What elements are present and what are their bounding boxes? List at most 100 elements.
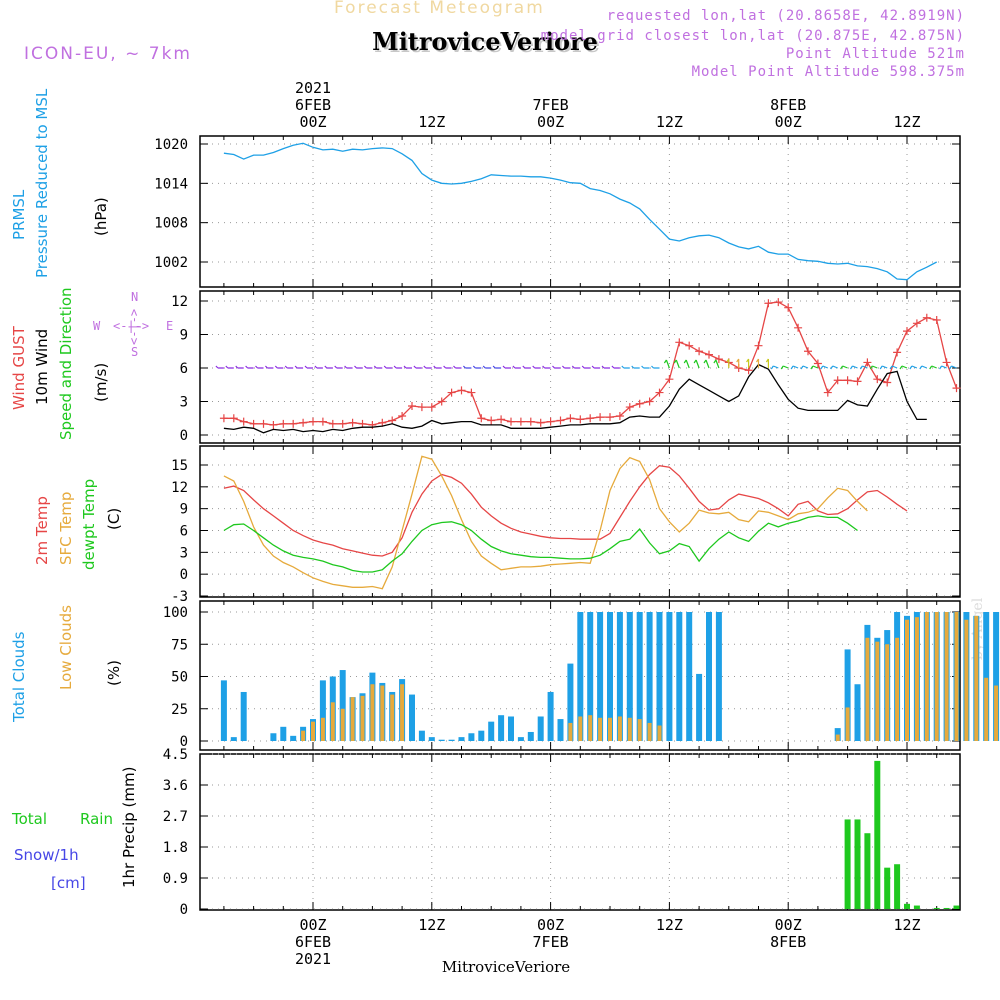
total-clouds-bar xyxy=(656,612,663,741)
total-clouds-bar xyxy=(597,612,604,741)
wind-direction-arrow xyxy=(492,365,502,369)
time-axis-top-label: 12Z xyxy=(893,113,920,131)
low-clouds-bar xyxy=(588,715,593,741)
wind-direction-arrow xyxy=(403,365,412,369)
gust-marker xyxy=(813,359,822,368)
gust-marker xyxy=(259,419,268,428)
gust-marker xyxy=(497,415,506,424)
total-clouds-bar xyxy=(844,649,851,741)
gust-marker xyxy=(239,417,248,426)
wind-direction-arrow xyxy=(561,365,571,369)
total-clouds-bar xyxy=(220,680,227,741)
wind-direction-arrow xyxy=(736,358,740,368)
gust-marker xyxy=(912,319,921,328)
total-rain-bar xyxy=(904,903,910,909)
low-clouds-bar xyxy=(320,717,325,741)
total-clouds-bar xyxy=(438,739,445,741)
wind-direction-arrow xyxy=(651,365,660,369)
y-tick-label: 0 xyxy=(180,734,188,750)
low-clouds-bar xyxy=(885,644,890,741)
wind-direction-arrow xyxy=(693,359,700,369)
total-clouds-bar xyxy=(854,684,861,741)
time-axis-top-label: 8FEB xyxy=(770,96,806,114)
low-clouds-bar xyxy=(400,684,405,741)
panel-precip: 0 0.9 1.8 2.7 3.6 4.5 xyxy=(163,747,961,918)
time-axis-top-label: 12Z xyxy=(418,113,445,131)
prmsl-line xyxy=(223,142,938,281)
gust-marker xyxy=(269,420,278,429)
gust-marker xyxy=(893,348,902,357)
gust-marker xyxy=(398,412,407,421)
wind-direction-arrow xyxy=(591,365,601,369)
gust-marker xyxy=(576,415,585,424)
gust-marker xyxy=(804,347,812,356)
total-clouds-bar xyxy=(557,719,564,741)
gust-marker xyxy=(526,417,535,426)
gust-marker xyxy=(794,323,803,332)
compass-n: N xyxy=(131,290,139,304)
total-rain-bar xyxy=(864,833,871,909)
requested-coordinates: requested lon,lat (20.8658E, 42.8919N) xyxy=(606,8,965,24)
low-clouds-bar xyxy=(865,637,870,741)
wind-direction-arrow xyxy=(810,365,819,370)
low-clouds-bar xyxy=(637,719,642,741)
gust-marker xyxy=(655,388,664,397)
gust-marker xyxy=(556,416,565,425)
time-axis-bottom-label: 12Z xyxy=(656,916,683,934)
wind-direction-arrow xyxy=(726,358,730,368)
time-axis-top-label: 12Z xyxy=(656,113,683,131)
time-axis-top-label: 7FEB xyxy=(533,96,569,114)
y-tick-label: 4.5 xyxy=(163,747,188,763)
gust-marker xyxy=(299,418,308,427)
wind-direction-arrow xyxy=(631,365,640,369)
gust-marker xyxy=(843,376,852,385)
wind-direction-arrow xyxy=(601,365,610,369)
low-clouds-bar xyxy=(944,612,949,741)
wind-direction-arrow xyxy=(663,359,670,369)
total-clouds-bar xyxy=(240,691,247,741)
wind-direction-arrow xyxy=(756,358,760,368)
total-clouds-bar xyxy=(448,739,455,741)
total-clouds-bar xyxy=(409,694,415,741)
wind-direction-arrow xyxy=(245,365,254,369)
time-axis-bottom-label: 00Z xyxy=(775,916,802,934)
gust-marker xyxy=(309,417,317,426)
sfc-temp-line xyxy=(223,455,868,590)
gust-marker xyxy=(784,303,793,312)
gust-marker xyxy=(427,403,436,412)
wind-direction-arrow xyxy=(713,359,720,369)
gust-marker xyxy=(635,399,644,408)
y-tick-label: 0 xyxy=(180,428,188,444)
low-clouds-bar xyxy=(330,702,335,741)
gust-marker xyxy=(833,376,842,385)
footer-location: MitroviceVeriore xyxy=(441,958,571,976)
wind-direction-arrow xyxy=(830,365,838,370)
wind-direction-arrow xyxy=(879,365,888,370)
total-clouds-bar xyxy=(339,670,346,741)
wind-direction-arrow xyxy=(225,365,234,369)
y-tick-label: 1014 xyxy=(154,176,188,192)
wind-direction-arrow xyxy=(443,365,452,369)
total-clouds-bar xyxy=(567,663,574,741)
low-clouds-bar xyxy=(340,708,345,741)
total-clouds-bar xyxy=(636,612,643,741)
total-rain-bar xyxy=(844,819,851,909)
total-clouds-bar xyxy=(577,612,584,741)
low-clouds-bar xyxy=(657,725,662,741)
total-clouds-bar xyxy=(715,612,722,741)
gust-marker xyxy=(853,377,862,386)
gust-marker xyxy=(823,388,832,397)
panel-pressure: 1002 1008 1014 1020 xyxy=(154,135,961,288)
y-tick-label: 12 xyxy=(171,294,188,310)
wind-direction-arrow xyxy=(433,365,442,369)
gust-marker xyxy=(754,341,763,350)
wind-direction-arrow xyxy=(949,365,957,370)
low-clouds-bar xyxy=(895,637,900,741)
wind-direction-arrow xyxy=(215,365,224,369)
compass-arrow-horizontal: <-|-> xyxy=(113,319,150,333)
wind-direction-arrow xyxy=(502,365,511,369)
gust-marker xyxy=(952,384,961,393)
wind-direction-arrow xyxy=(770,365,779,370)
low-clouds-bar xyxy=(835,734,840,741)
y-tick-label: 9 xyxy=(180,328,188,344)
